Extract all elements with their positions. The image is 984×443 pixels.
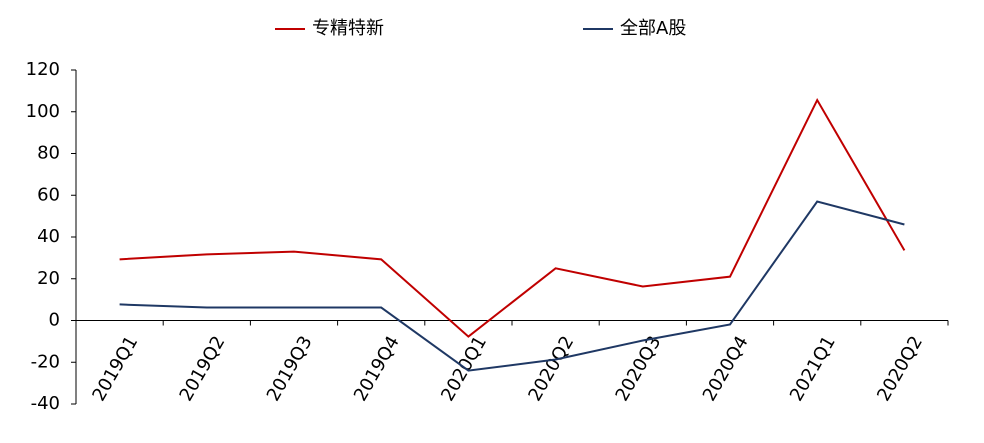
y-tick-label: 40 (37, 226, 60, 247)
x-tick-label: 2021Q1 (786, 333, 840, 405)
line (119, 200, 905, 372)
x-tick-label: 2020Q3 (612, 333, 666, 405)
y-tick-label: 80 (37, 143, 60, 164)
line (119, 97, 906, 338)
y-tick-label: 100 (26, 101, 60, 122)
legend-label: 专精特新 (312, 18, 384, 39)
x-tick-label: 2019Q3 (263, 333, 317, 405)
legend-label: 全部A股 (620, 18, 686, 39)
y-tick-label: 0 (49, 310, 60, 331)
y-tick-label: -40 (31, 393, 60, 414)
x-tick-label: 2020Q4 (699, 333, 753, 405)
y-tick-label: 20 (37, 268, 60, 289)
y-tick-label: 60 (37, 184, 60, 205)
y-tick-label: -20 (31, 351, 60, 372)
y-tick-label: 120 (26, 59, 60, 80)
x-tick-label: 2019Q2 (176, 333, 230, 405)
x-tick-label: 2020Q2 (873, 333, 927, 405)
x-tick-label: 2019Q4 (350, 333, 404, 405)
x-tick-label: 2020Q2 (524, 333, 578, 405)
x-tick-label: 2019Q1 (88, 333, 142, 405)
